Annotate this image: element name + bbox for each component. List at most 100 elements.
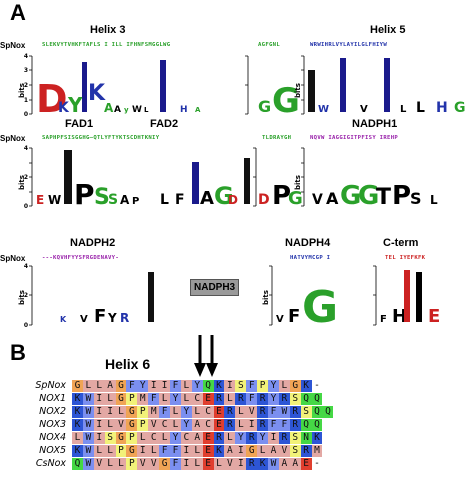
residue: G xyxy=(126,419,138,431)
logo-axis-helix3 xyxy=(29,55,33,115)
residue: L xyxy=(278,380,290,392)
svg-text:V: V xyxy=(276,314,284,325)
residue: L xyxy=(180,393,192,405)
residue: K xyxy=(72,393,83,405)
logo-axis-helix5b xyxy=(301,55,305,115)
svg-text:S: S xyxy=(94,185,110,210)
svg-text:F: F xyxy=(288,306,300,327)
residue: P xyxy=(137,406,149,418)
spnox-label-row1: SpNox xyxy=(0,41,26,50)
residue: L xyxy=(93,380,105,392)
residue: F xyxy=(170,445,181,457)
residue: F xyxy=(159,445,171,457)
fad2-title: FAD2 xyxy=(150,118,179,130)
tick-0: 0 xyxy=(24,111,28,118)
svg-text:D: D xyxy=(228,193,238,207)
residue: W xyxy=(268,458,279,470)
residue: I xyxy=(246,419,258,431)
residue: V xyxy=(246,406,258,418)
logo-axis-nadph1a xyxy=(253,147,257,207)
residue: S xyxy=(235,380,247,392)
logo-fad: E W P S S A P L F A G D xyxy=(36,150,250,211)
residue: R xyxy=(278,393,290,405)
residue: R xyxy=(289,406,301,418)
residue: L xyxy=(104,419,116,431)
residue: C xyxy=(159,419,171,431)
svg-text:L: L xyxy=(160,192,169,208)
residue: G xyxy=(115,380,127,392)
residue: F xyxy=(246,380,258,392)
residue: F xyxy=(268,419,279,431)
residue: W xyxy=(82,432,94,444)
logo-nadph1a: D P G xyxy=(258,181,303,211)
residue: C xyxy=(148,432,160,444)
svg-text:G: G xyxy=(214,182,234,210)
residue: F xyxy=(159,406,171,418)
residue: I xyxy=(93,432,105,444)
residue: K xyxy=(213,380,225,392)
nadph1-seq: NQVW IAGGIGITPFISY IREHP xyxy=(310,135,399,141)
tick-0b: 0 xyxy=(24,203,28,210)
residue: A xyxy=(268,445,279,457)
helix5-title: Helix 5 xyxy=(370,24,406,36)
residue: L xyxy=(115,458,127,470)
residue: A xyxy=(104,380,116,392)
residue: G xyxy=(159,458,171,470)
residue: Q xyxy=(311,419,323,431)
residue: W xyxy=(82,419,94,431)
seq-name: CsNox xyxy=(35,458,66,469)
svg-text:A: A xyxy=(200,188,214,209)
residue: Q xyxy=(202,380,214,392)
residue: G xyxy=(289,380,301,392)
residue: R xyxy=(213,432,225,444)
residue: E xyxy=(202,432,214,444)
residue: P xyxy=(126,458,138,470)
residue: L xyxy=(115,406,127,418)
residue: W xyxy=(82,458,94,470)
bits-label-nadph4: bits xyxy=(262,290,270,305)
svg-text:F: F xyxy=(94,306,106,327)
residue: I xyxy=(148,380,160,392)
svg-text:y: y xyxy=(124,106,129,114)
residue: - xyxy=(311,380,323,392)
tick-3: 3 xyxy=(24,67,28,74)
residue: W xyxy=(82,406,94,418)
svg-text:G: G xyxy=(258,97,271,116)
svg-text:W: W xyxy=(132,105,142,115)
residue: G xyxy=(246,445,258,457)
svg-text:G: G xyxy=(272,81,300,121)
svg-text:F: F xyxy=(175,192,185,208)
svg-text:L: L xyxy=(400,104,407,115)
residue: L xyxy=(137,432,149,444)
helix5-seq2: AGFGNL xyxy=(258,42,281,48)
residue: L xyxy=(104,393,116,405)
residue: L xyxy=(72,432,83,444)
residue: R xyxy=(278,432,290,444)
residue: I xyxy=(235,458,247,470)
logo-helix5b: W V L L H G xyxy=(308,58,466,116)
residue: K xyxy=(300,380,312,392)
seq-name: NOX3 xyxy=(39,419,66,430)
residue: K xyxy=(257,458,269,470)
residue: V xyxy=(115,419,127,431)
residue: L xyxy=(213,458,225,470)
residue: R xyxy=(224,406,236,418)
spnox-label-row2: SpNox xyxy=(0,134,26,143)
residue: G xyxy=(72,380,83,392)
residue: A xyxy=(191,432,203,444)
residue: Y xyxy=(235,432,247,444)
bits-label-nadph2: bits xyxy=(18,290,26,305)
residue: R xyxy=(235,393,247,405)
svg-text:K: K xyxy=(60,315,67,324)
svg-text:V: V xyxy=(360,104,368,115)
svg-text:G: G xyxy=(340,181,361,211)
residue: W xyxy=(82,445,94,457)
helix6-title: Helix 6 xyxy=(105,356,151,372)
nadph1-title: NADPH1 xyxy=(352,118,398,130)
residue: V xyxy=(148,458,160,470)
residue: C xyxy=(202,419,214,431)
residue: Y xyxy=(180,419,192,431)
residue: E xyxy=(202,458,214,470)
